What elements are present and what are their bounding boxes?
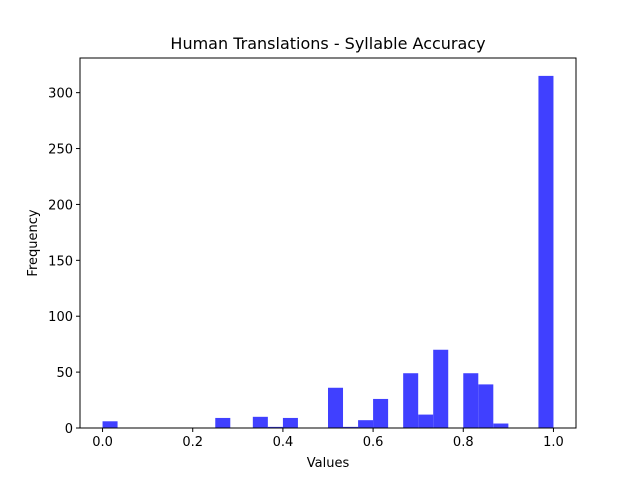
y-tick-label: 0 — [65, 422, 73, 437]
histogram-bar-9 — [403, 373, 419, 428]
histogram-bar-6 — [343, 426, 359, 428]
x-tick-label: 0.4 — [273, 435, 294, 450]
y-axis-title: Frequency — [26, 209, 41, 276]
y-tick-label: 250 — [48, 143, 73, 158]
x-axis-ticks: 0.0 0.2 0.4 0.6 0.8 1.0 — [92, 428, 564, 450]
x-tick-label: 1.0 — [543, 435, 564, 450]
histogram-bar-1 — [215, 417, 231, 428]
y-tick-label: 300 — [48, 87, 73, 102]
y-tick-label: 100 — [48, 310, 73, 325]
histogram-bar-0 — [102, 421, 118, 428]
plot-frame — [79, 57, 577, 429]
histogram-bar-10 — [418, 414, 434, 428]
y-tick-label: 150 — [48, 254, 73, 269]
histogram-bar-7 — [358, 420, 374, 428]
histogram-bar-3 — [267, 426, 283, 428]
x-tick-label: 0.2 — [182, 435, 203, 450]
y-axis-ticks: 0 50 100 150 200 250 300 — [48, 87, 80, 437]
histogram-bar-12 — [463, 373, 479, 428]
histogram-bar-13 — [478, 384, 494, 428]
histogram-bar-14 — [493, 423, 509, 428]
x-tick-label: 0.8 — [453, 435, 474, 450]
chart-title: Human Translations - Syllable Accuracy — [170, 34, 485, 53]
histogram-bar-2 — [252, 416, 268, 428]
histogram-bar-15 — [538, 75, 554, 428]
y-tick-label: 50 — [56, 366, 73, 381]
x-tick-label: 0.6 — [363, 435, 384, 450]
bars-group — [102, 75, 554, 428]
histogram-bar-8 — [373, 398, 389, 428]
x-axis-title: Values — [307, 456, 350, 471]
histogram-bar-11 — [433, 349, 449, 428]
y-tick-label: 200 — [48, 198, 73, 213]
histogram-bar-5 — [328, 387, 344, 428]
histogram-bar-4 — [282, 417, 298, 428]
x-tick-label: 0.0 — [92, 435, 113, 450]
